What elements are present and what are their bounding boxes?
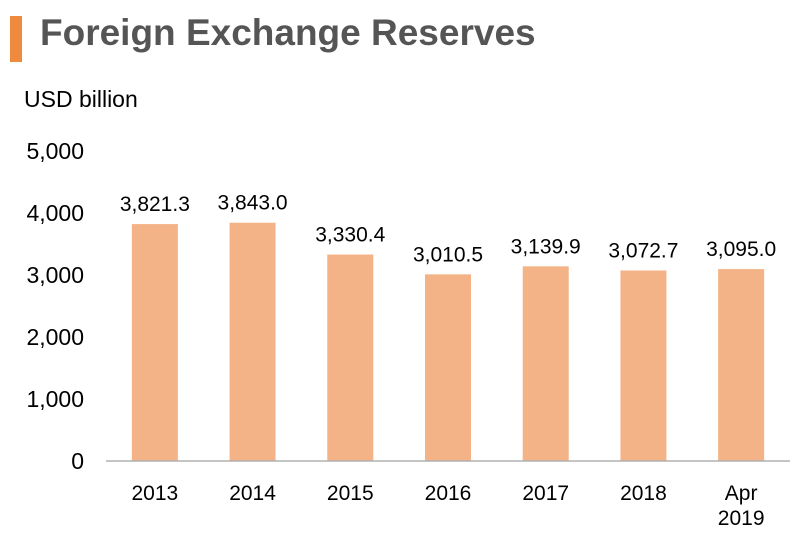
bar [718, 269, 765, 461]
y-tick-label: 5,000 [26, 138, 84, 164]
x-tick-label: 2014 [229, 482, 276, 505]
x-tick-label-line: 2018 [620, 482, 667, 505]
x-tick-label-line: 2015 [327, 482, 374, 505]
x-tick-label: 2015 [327, 482, 374, 505]
value-label: 3,072.7 [608, 239, 678, 262]
y-axis-label: USD billion [24, 86, 138, 112]
x-tick-label-line: 2013 [131, 482, 178, 505]
value-label: 3,139.9 [511, 235, 581, 258]
x-tick-label: 2018 [620, 482, 667, 505]
y-tick-label: 0 [71, 448, 84, 474]
value-label: 3,821.3 [120, 193, 190, 216]
y-tick-label: 1,000 [26, 386, 84, 412]
bar [131, 224, 178, 461]
x-tick-label-line: 2016 [425, 482, 472, 505]
y-tick-label: 2,000 [26, 324, 84, 350]
bars [131, 222, 765, 461]
x-tick-labels: 2013 2014 2015 2016 2017 2018 Apr 2019 [131, 482, 764, 530]
x-tick-label-line: Apr [725, 482, 758, 505]
bar [425, 274, 471, 461]
page-title: Foreign Exchange Reserves [40, 12, 536, 53]
value-label: 3,843.0 [218, 192, 288, 215]
title-accent-bar [10, 16, 22, 62]
x-tick-label-line: 2014 [229, 482, 276, 505]
value-labels: 3,821.3 3,843.0 3,330.4 3,010.5 3,139.9 3,072… [120, 192, 776, 267]
bar [522, 266, 569, 461]
x-tick-label: 2013 [131, 482, 178, 505]
bar [327, 254, 374, 461]
x-tick-label: Apr 2019 [718, 482, 765, 530]
x-tick-label-line: 2019 [718, 507, 765, 530]
x-tick-label: 2017 [522, 482, 569, 505]
value-label: 3,010.5 [413, 243, 483, 266]
value-label: 3,095.0 [706, 238, 776, 261]
y-tick-label: 4,000 [26, 200, 84, 226]
x-tick-label-line: 2017 [522, 482, 569, 505]
value-label: 3,330.4 [315, 224, 385, 247]
y-tick-labels: 0 1,000 2,000 3,000 4,000 5,000 [26, 138, 84, 474]
bar [229, 222, 276, 461]
y-tick-label: 3,000 [26, 262, 84, 288]
x-tick-label: 2016 [425, 482, 472, 505]
bar [620, 270, 667, 461]
